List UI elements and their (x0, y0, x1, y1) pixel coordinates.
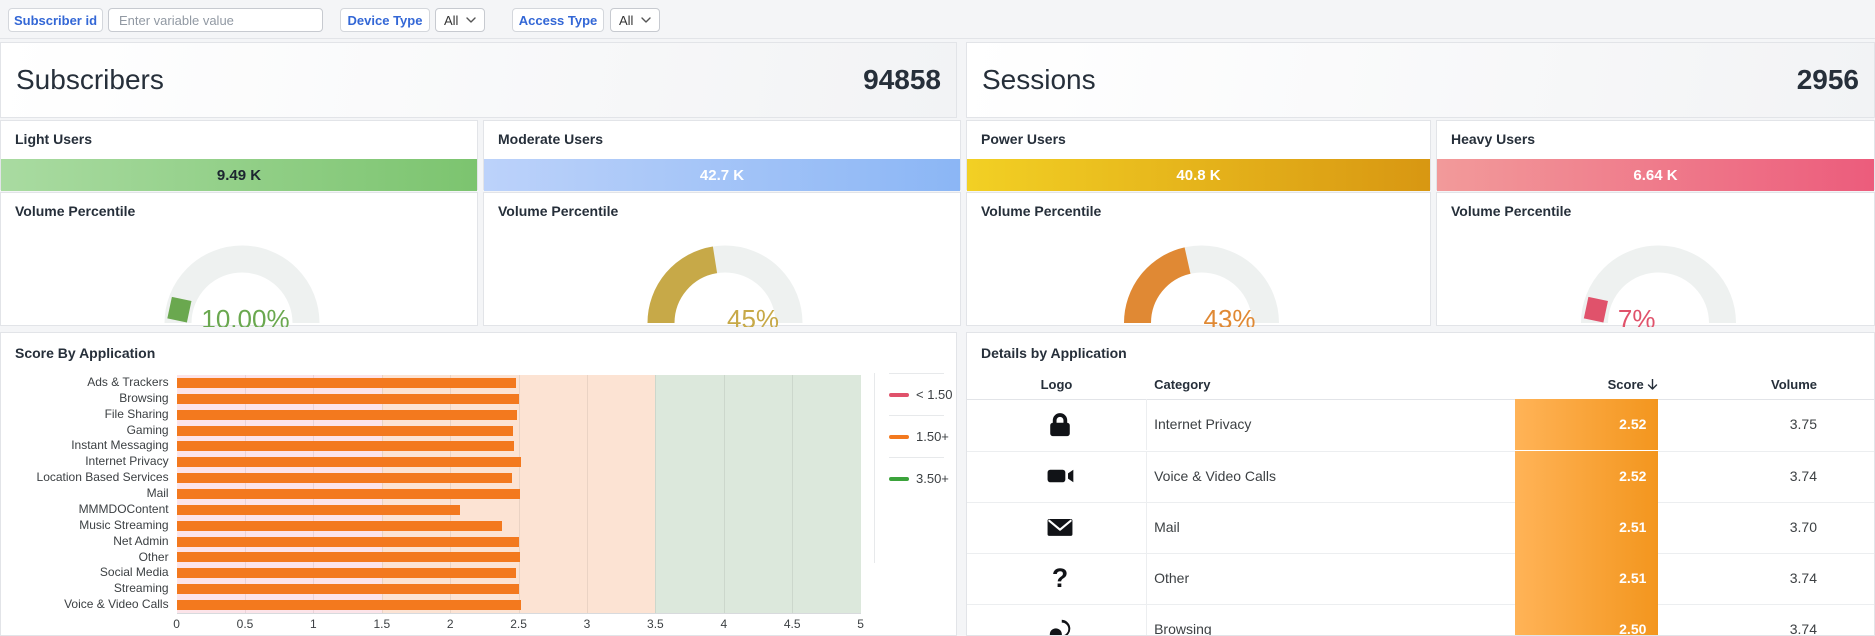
svg-text:45%: 45% (727, 304, 779, 327)
svg-text:?: ? (1052, 563, 1068, 593)
svg-text:7%: 7% (1618, 304, 1656, 327)
svg-text:43%: 43% (1204, 304, 1256, 327)
svg-text:10.00%: 10.00% (201, 304, 289, 327)
